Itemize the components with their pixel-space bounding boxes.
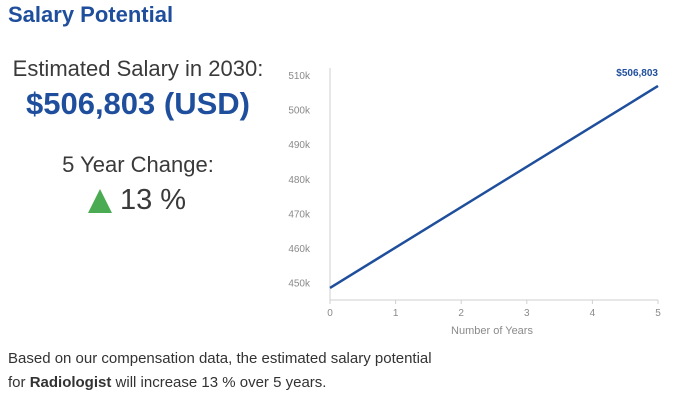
end-value-label: $506,803 — [616, 68, 658, 79]
salary-line — [329, 84, 659, 289]
y-tick-label: 490k — [288, 140, 311, 151]
x-tick-label: 4 — [590, 308, 596, 319]
y-tick-label: 460k — [288, 244, 311, 255]
summary-text: Based on our compensation data, the esti… — [8, 347, 608, 395]
y-tick-label: 500k — [288, 106, 311, 117]
estimated-salary-value: $506,803 (USD) — [25, 86, 250, 121]
summary-line-2: for Radiologist will increase 13 % over … — [8, 371, 608, 395]
salary-summary-panel: Estimated Salary in 2030: $506,803 (USD)… — [0, 56, 268, 217]
y-tick-label: 480k — [288, 175, 311, 186]
triangle-up-icon — [87, 188, 112, 213]
y-tick-label: 470k — [288, 209, 311, 220]
x-tick-label: 3 — [524, 308, 530, 319]
y-tick-label: 510k — [288, 71, 311, 82]
salary-projection-chart: 450k 460k 470k 480k 490k 500k 510k 0 1 2 3 4 5 Number… — [280, 60, 680, 335]
x-tick-label: 2 — [458, 308, 464, 319]
summary-prefix: for — [8, 374, 30, 391]
x-tick-label: 0 — [327, 308, 333, 319]
five-year-change-label: 5 Year Change: — [62, 152, 214, 177]
x-tick-label: 5 — [655, 308, 661, 319]
five-year-change-value: 13 % — [119, 184, 187, 216]
five-year-change: 13 % — [6, 184, 268, 217]
occupation-name: Radiologist — [29, 374, 112, 391]
summary-suffix: will increase 13 % over 5 years. — [111, 374, 327, 391]
summary-line-1: Based on our compensation data, the esti… — [8, 350, 432, 367]
estimated-salary-label: Estimated Salary in 2030: — [12, 56, 264, 81]
chart-canvas: 450k 460k 470k 480k 490k 500k 510k 0 1 2 3 4 5 Number… — [288, 68, 661, 335]
section-title: Salary Potential — [8, 2, 174, 27]
x-tick-label: 1 — [393, 308, 399, 319]
x-axis-title: Number of Years — [451, 325, 533, 335]
y-tick-label: 450k — [288, 279, 311, 290]
